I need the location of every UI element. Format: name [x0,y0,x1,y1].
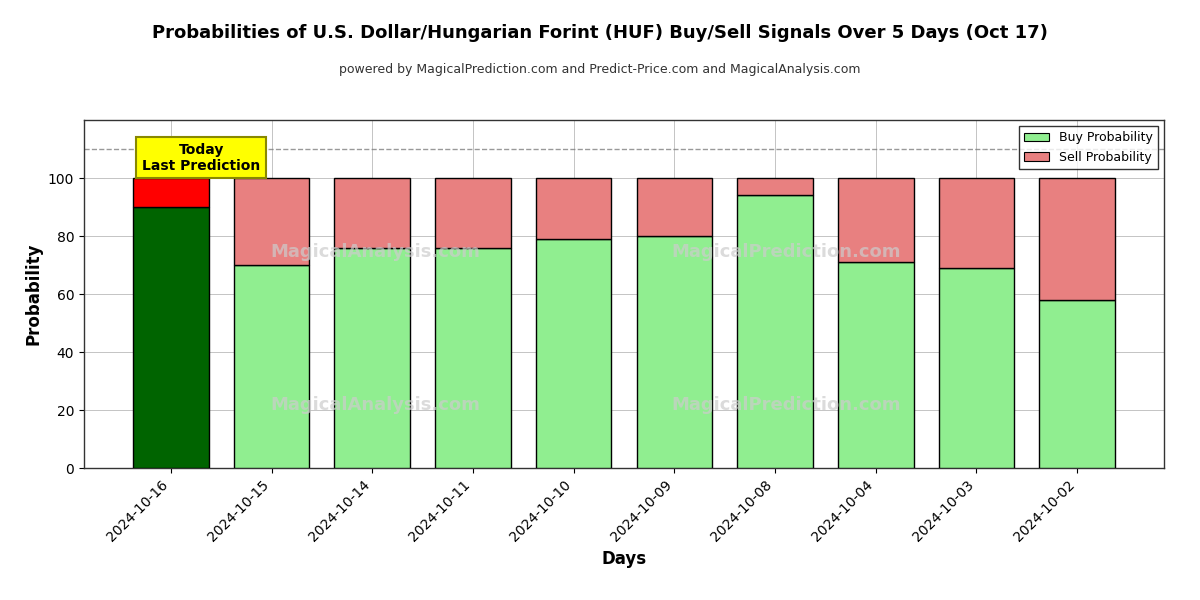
Bar [1039,300,1115,468]
Bar [636,178,712,236]
Text: MagicalAnalysis.com: MagicalAnalysis.com [271,397,480,415]
Text: MagicalAnalysis.com: MagicalAnalysis.com [271,243,480,261]
Text: MagicalPrediction.com: MagicalPrediction.com [671,243,901,261]
Y-axis label: Probability: Probability [24,243,42,345]
Bar [133,207,209,468]
Bar [335,248,410,468]
Text: powered by MagicalPrediction.com and Predict-Price.com and MagicalAnalysis.com: powered by MagicalPrediction.com and Pre… [340,63,860,76]
Bar [234,265,310,468]
Legend: Buy Probability, Sell Probability: Buy Probability, Sell Probability [1019,126,1158,169]
Bar [938,268,1014,468]
Bar [536,178,612,239]
Bar [536,239,612,468]
Bar [436,178,511,248]
Bar [838,178,913,262]
Bar [737,196,812,468]
X-axis label: Days: Days [601,550,647,568]
Text: Probabilities of U.S. Dollar/Hungarian Forint (HUF) Buy/Sell Signals Over 5 Days: Probabilities of U.S. Dollar/Hungarian F… [152,24,1048,42]
Bar [737,178,812,196]
Bar [636,236,712,468]
Text: Today
Last Prediction: Today Last Prediction [142,143,260,173]
Bar [234,178,310,265]
Bar [436,248,511,468]
Text: MagicalPrediction.com: MagicalPrediction.com [671,397,901,415]
Bar [838,262,913,468]
Bar [335,178,410,248]
Bar [1039,178,1115,300]
Bar [938,178,1014,268]
Bar [133,178,209,207]
